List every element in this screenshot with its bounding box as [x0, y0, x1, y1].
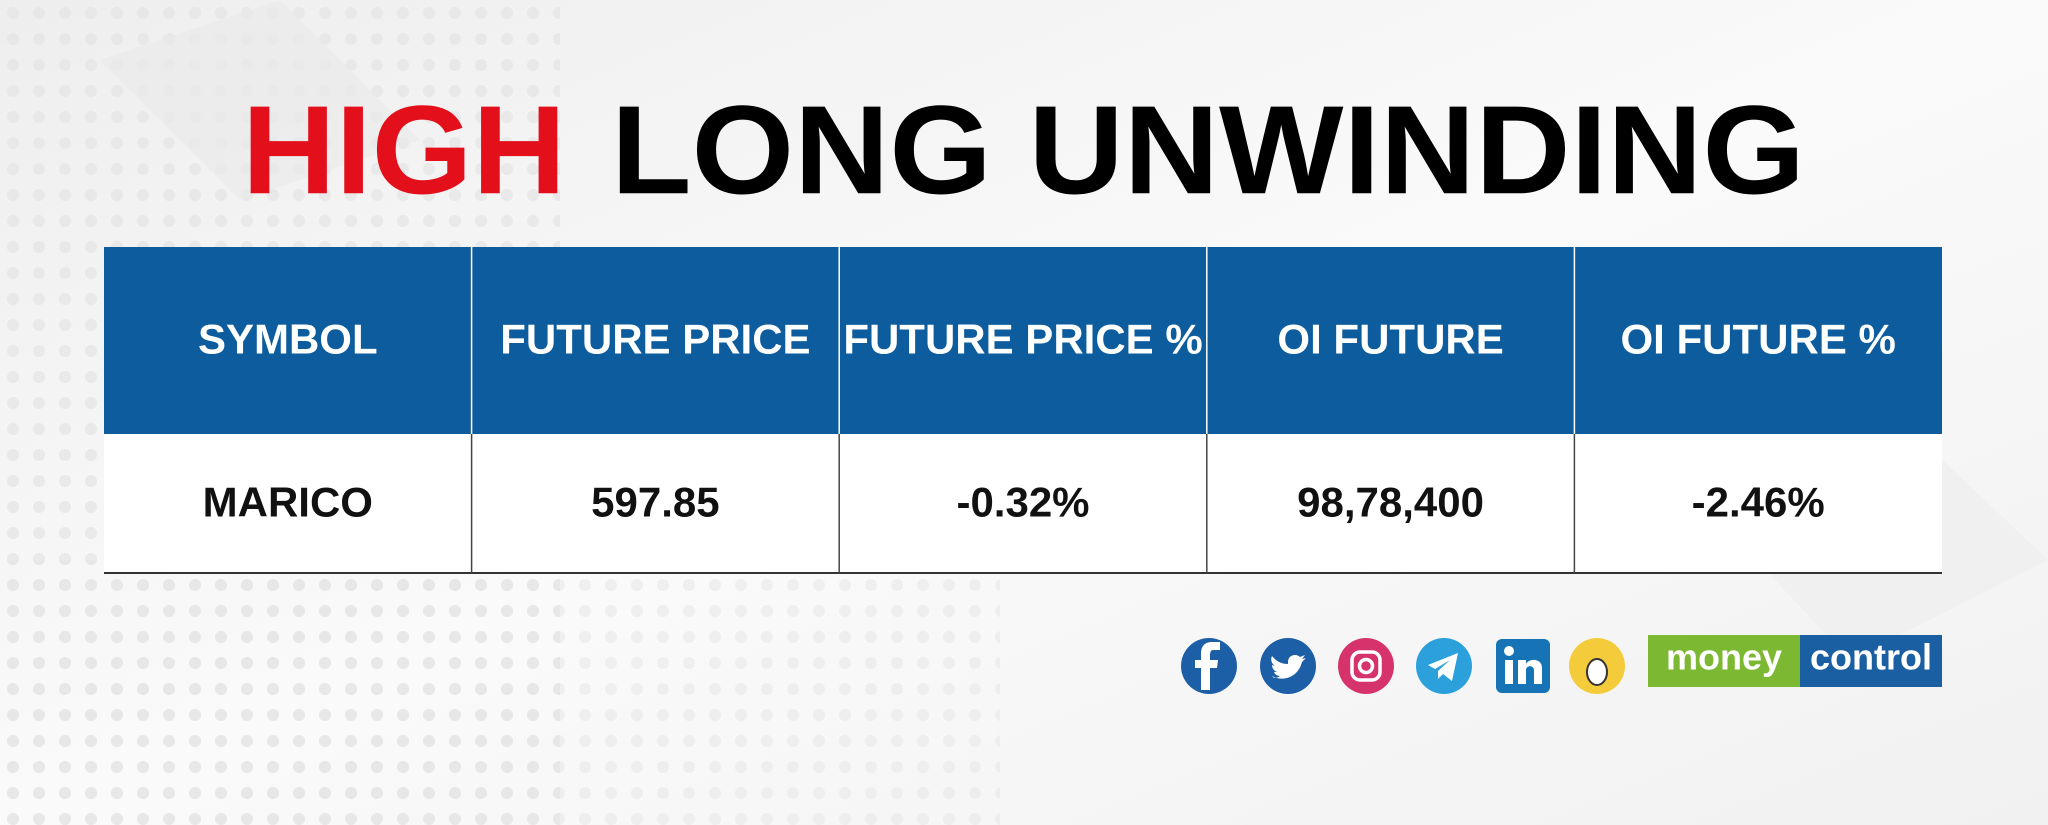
linkedin-glyph [1504, 646, 1514, 656]
title-highlight: HIGH [242, 79, 566, 220]
instagram-glyph [1350, 650, 1382, 682]
social-icons [1181, 638, 1625, 694]
title: LONG UNWINDING [611, 79, 1805, 220]
linkedin-glyph [1505, 660, 1513, 684]
column-header: FUTURE PRICE [500, 316, 810, 363]
table-row-bg [104, 434, 1942, 573]
moneycontrol-logo[interactable]: money control [1648, 635, 1942, 687]
dot-pattern [0, 560, 1000, 825]
table-cell: -0.32% [956, 479, 1089, 526]
facebook-glyph [1195, 642, 1220, 690]
column-header: FUTURE PRICE % [843, 316, 1202, 363]
table-cell: -2.46% [1692, 479, 1825, 526]
twitter-glyph [1271, 654, 1306, 679]
bg-shape [100, 0, 420, 200]
instagram-icon[interactable] [1338, 638, 1394, 694]
column-header: SYMBOL [198, 316, 378, 363]
logo-part2: control [1810, 637, 1932, 678]
instagram-glyph [1357, 657, 1375, 675]
column-header: OI FUTURE % [1621, 316, 1896, 363]
table-cell: MARICO [203, 479, 373, 526]
koo-glyph [1586, 658, 1608, 686]
telegram-glyph [1428, 653, 1458, 681]
logo-part1-bg [1648, 635, 1800, 687]
table-cell: 98,78,400 [1297, 479, 1484, 526]
logo-part2-bg [1800, 635, 1942, 687]
column-header: OI FUTURE [1277, 316, 1503, 363]
table: SYMBOL FUTURE PRICE FUTURE PRICE % OI FUTUR… [198, 247, 1896, 573]
table-cell: 597.85 [591, 479, 719, 526]
logo-part1: money [1666, 637, 1782, 678]
table-header [104, 247, 1942, 434]
linkedin-glyph [1518, 659, 1542, 684]
